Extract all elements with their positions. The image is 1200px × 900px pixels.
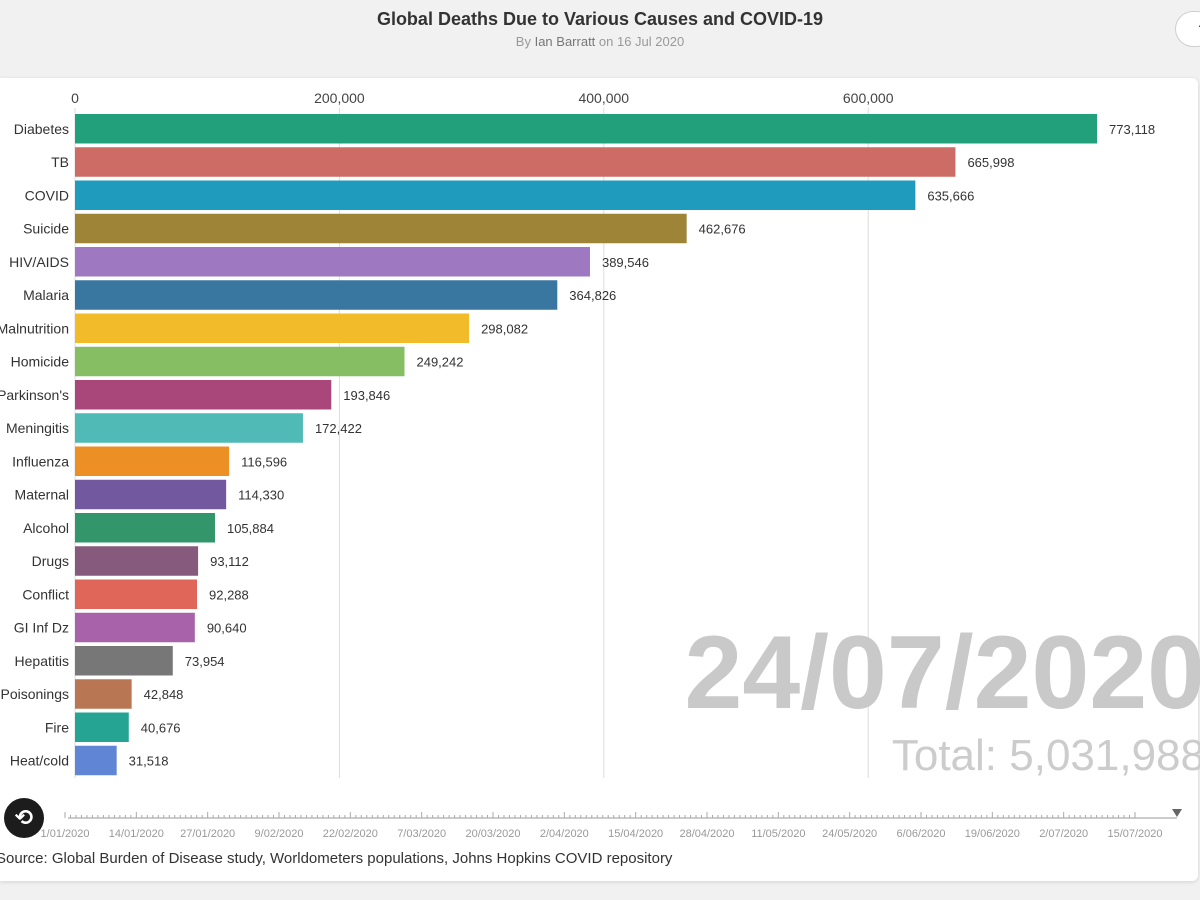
value-label: 389,546: [602, 255, 649, 270]
category-label: Malnutrition: [0, 320, 69, 336]
category-label: Fire: [45, 719, 69, 735]
x-tick-label: 400,000: [578, 90, 629, 106]
bar: [75, 147, 956, 177]
category-label: Parkinson's: [0, 387, 69, 403]
value-label: 40,676: [141, 720, 181, 735]
category-label: Maternal: [15, 487, 69, 503]
timeline-label: 28/04/2020: [679, 828, 734, 840]
value-label: 31,518: [129, 754, 169, 769]
total-deaths-display: Total: 5,031,988: [892, 731, 1200, 780]
timeline-label: 22/02/2020: [323, 828, 378, 840]
value-label: 172,422: [315, 421, 362, 436]
timeline-label: 15/04/2020: [608, 828, 663, 840]
category-label: Homicide: [11, 354, 70, 370]
replay-icon: ⟲: [14, 805, 34, 830]
author-link[interactable]: Ian Barratt: [534, 34, 596, 49]
source-note: Source: Global Burden of Disease study, …: [0, 850, 673, 867]
bar: [75, 446, 230, 476]
timeline-label: 20/03/2020: [465, 828, 520, 840]
x-tick-label: 0: [71, 90, 79, 106]
timeline-label: 14/01/2020: [109, 828, 164, 840]
bar: [75, 513, 215, 543]
facebook-share-button[interactable]: f: [1175, 11, 1200, 47]
value-label: 773,118: [1109, 122, 1155, 137]
timeline-handle[interactable]: [1172, 809, 1182, 817]
value-label: 105,884: [227, 521, 274, 536]
bar: [75, 413, 303, 443]
category-label: Hepatitis: [15, 653, 69, 669]
bar: [75, 712, 129, 742]
category-label: Conflict: [22, 586, 69, 602]
value-label: 116,596: [241, 454, 287, 469]
value-label: 462,676: [699, 222, 746, 237]
category-label: HIV/AIDS: [9, 254, 69, 270]
current-date-display: 24/07/2020: [684, 615, 1200, 731]
chart-header: Global Deaths Due to Various Causes and …: [0, 0, 1200, 78]
bar: [75, 346, 405, 377]
timeline-label: 1/01/2020: [41, 828, 90, 840]
timeline-label: 2/07/2020: [1039, 828, 1088, 840]
category-label: Meningitis: [6, 420, 69, 436]
value-label: 364,826: [569, 288, 616, 303]
bar: [75, 679, 132, 709]
timeline-label: 11/05/2020: [751, 828, 805, 840]
value-label: 73,954: [185, 654, 225, 669]
bar: [75, 646, 173, 676]
category-label: Alcohol: [23, 520, 69, 536]
category-label: Heat/cold: [10, 753, 69, 769]
bar: [75, 546, 199, 576]
timeline-label: 7/03/2020: [397, 828, 446, 840]
bar: [75, 280, 558, 310]
replay-button[interactable]: ⟲: [4, 798, 44, 838]
bar: [75, 612, 195, 643]
byline-prefix: By: [515, 34, 535, 49]
timeline-label: 9/02/2020: [255, 828, 304, 840]
category-label: Suicide: [23, 221, 69, 237]
value-label: 635,666: [927, 188, 974, 203]
bar: [75, 180, 916, 210]
bar: [75, 380, 332, 410]
x-tick-label: 200,000: [314, 90, 365, 106]
category-label: Malaria: [23, 287, 69, 303]
timeline-label: 19/06/2020: [965, 828, 1020, 840]
category-label: Poisonings: [1, 686, 70, 702]
bar: [75, 213, 687, 244]
value-label: 93,112: [210, 554, 249, 569]
timeline-label: 15/07/2020: [1107, 828, 1162, 840]
category-label: Influenza: [12, 453, 69, 469]
timeline-label: 27/01/2020: [180, 828, 235, 840]
bar: [75, 247, 590, 277]
timeline-label: 2/04/2020: [540, 828, 589, 840]
value-label: 249,242: [416, 355, 463, 370]
chart-card: [0, 78, 1198, 881]
chart-title: Global Deaths Due to Various Causes and …: [376, 9, 824, 29]
value-label: 193,846: [343, 388, 390, 403]
x-tick-label: 600,000: [843, 90, 894, 106]
value-label: 42,848: [144, 687, 184, 702]
timeline-label: 24/05/2020: [822, 828, 877, 840]
category-label: GI Inf Dz: [14, 620, 69, 636]
value-label: 114,330: [238, 488, 284, 503]
category-label: Diabetes: [14, 121, 69, 137]
category-label: COVID: [25, 187, 69, 203]
byline: By Ian Barratt on 16 Jul 2020: [0, 34, 1200, 49]
bar: [75, 579, 198, 609]
timeline-label: 6/06/2020: [897, 828, 946, 840]
value-label: 665,998: [967, 155, 1014, 170]
publish-date: on 16 Jul 2020: [595, 34, 685, 49]
category-label: TB: [51, 154, 69, 170]
value-label: 92,288: [209, 587, 249, 602]
bar: [75, 745, 117, 776]
value-label: 298,082: [481, 321, 528, 336]
bar: [75, 479, 227, 510]
value-label: 90,640: [207, 621, 247, 636]
facebook-icon: f: [1199, 21, 1200, 38]
category-label: Drugs: [32, 553, 69, 569]
bar: [75, 313, 470, 343]
bar: [75, 114, 1098, 144]
